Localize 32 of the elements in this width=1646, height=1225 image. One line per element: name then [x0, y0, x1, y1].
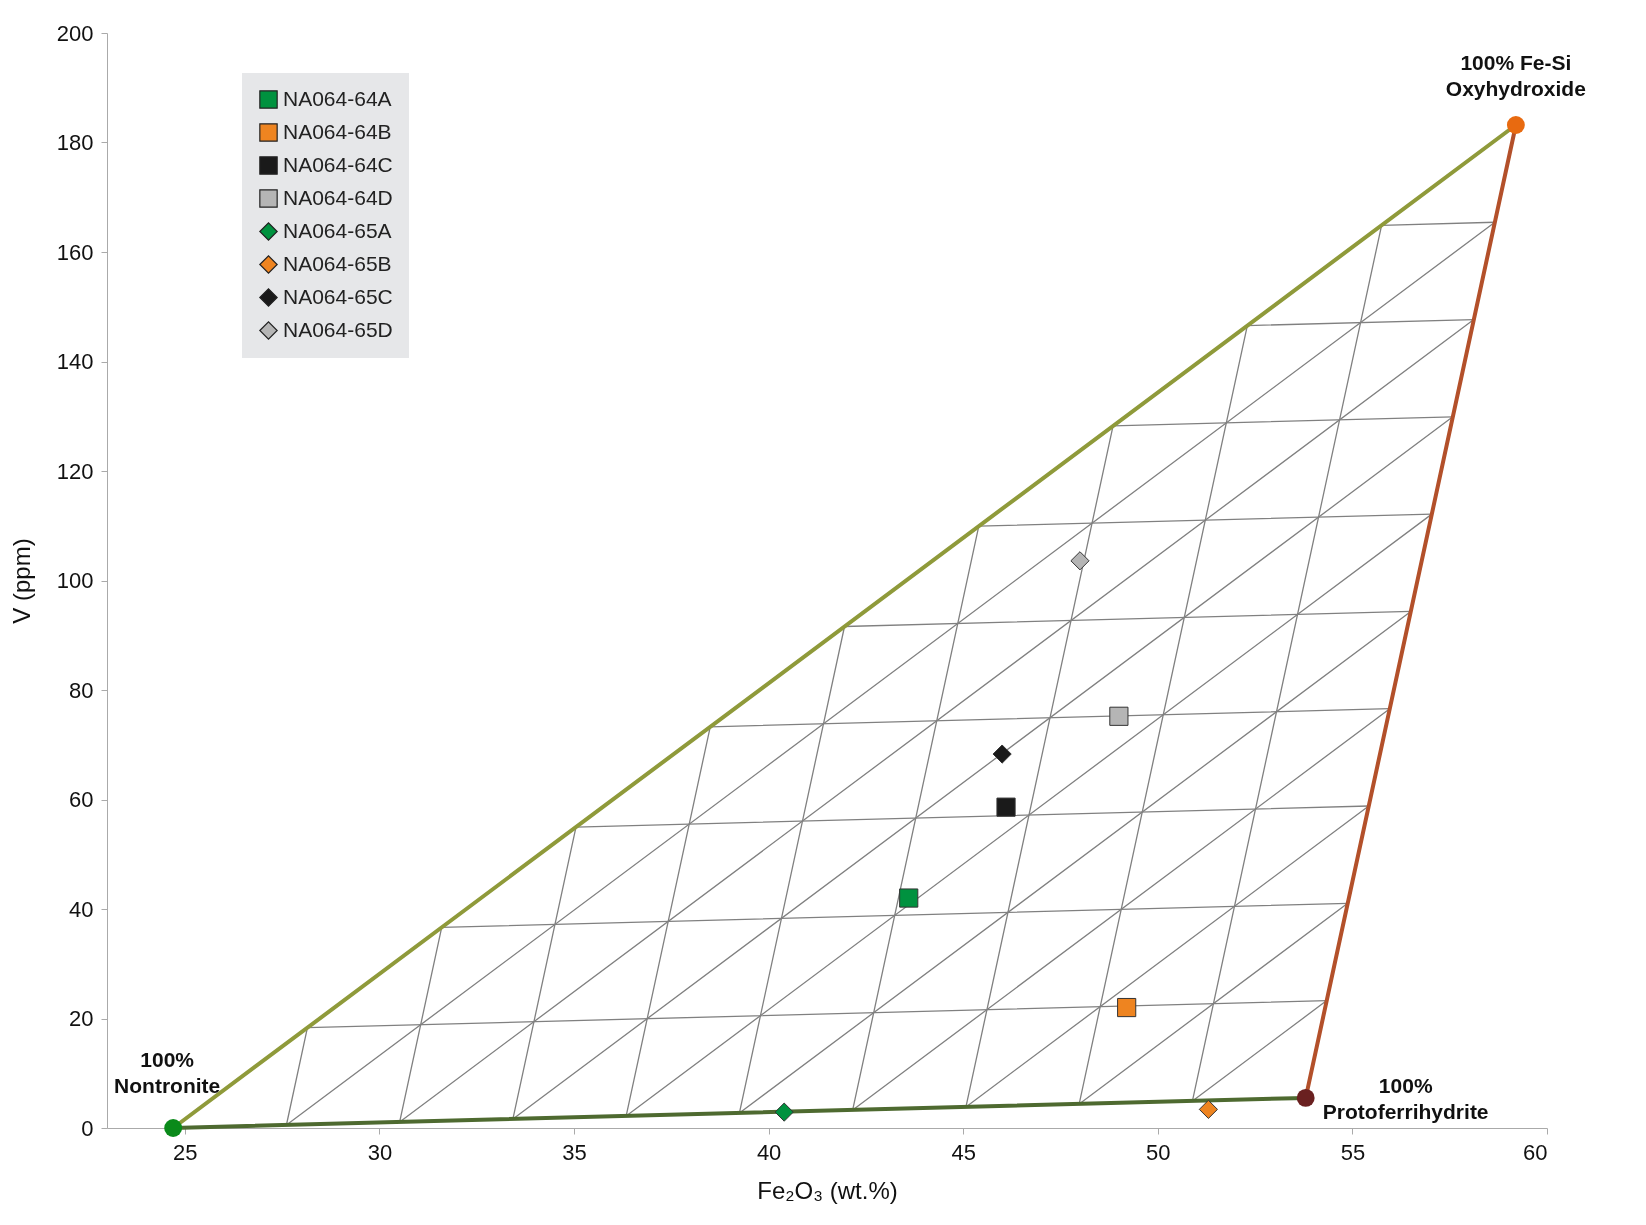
y-tick-label: 200 — [56, 20, 94, 46]
y-tick-label: 0 — [81, 1115, 94, 1141]
x-axis-title: Fe₂O₃ (wt.%) — [757, 1176, 898, 1204]
legend-label: NA064-64C — [283, 152, 393, 176]
y-tick-label: 160 — [56, 239, 94, 265]
legend-label: NA064-64B — [283, 119, 392, 143]
x-tick-label: 55 — [1340, 1139, 1366, 1165]
y-tick-label: 40 — [69, 896, 94, 922]
annotation: 100% Fe-Si Oxyhydroxide — [1445, 50, 1586, 100]
legend-label: NA064-65D — [283, 317, 393, 341]
x-tick-label: 50 — [1146, 1139, 1171, 1165]
legend-label: NA064-65C — [283, 284, 393, 308]
legend-label: NA064-65B — [283, 251, 392, 275]
y-tick-label: 20 — [69, 1006, 94, 1031]
legend-label: NA064-64D — [283, 185, 393, 209]
annotation: 100% Protoferrihydrite — [1322, 1073, 1489, 1123]
x-tick-label: 40 — [756, 1139, 782, 1165]
y-tick-label: 120 — [56, 458, 94, 484]
y-tick-label: 180 — [56, 130, 94, 155]
legend-label: NA064-65A — [283, 218, 392, 242]
x-tick-label: 30 — [367, 1139, 393, 1165]
y-tick-label: 100 — [56, 568, 94, 593]
y-tick-label: 60 — [69, 787, 94, 812]
x-tick-label: 35 — [562, 1139, 587, 1165]
annotation: 100% Nontronite — [114, 1048, 221, 1097]
x-tick-label: 60 — [1523, 1139, 1548, 1165]
x-tick-label: 45 — [951, 1139, 976, 1165]
y-tick-label: 80 — [69, 677, 94, 703]
legend-label: NA064-64A — [283, 86, 392, 110]
y-tick-label: 140 — [56, 349, 94, 374]
y-axis-title: V (ppm) — [7, 538, 35, 624]
x-tick-label: 25 — [173, 1139, 198, 1165]
